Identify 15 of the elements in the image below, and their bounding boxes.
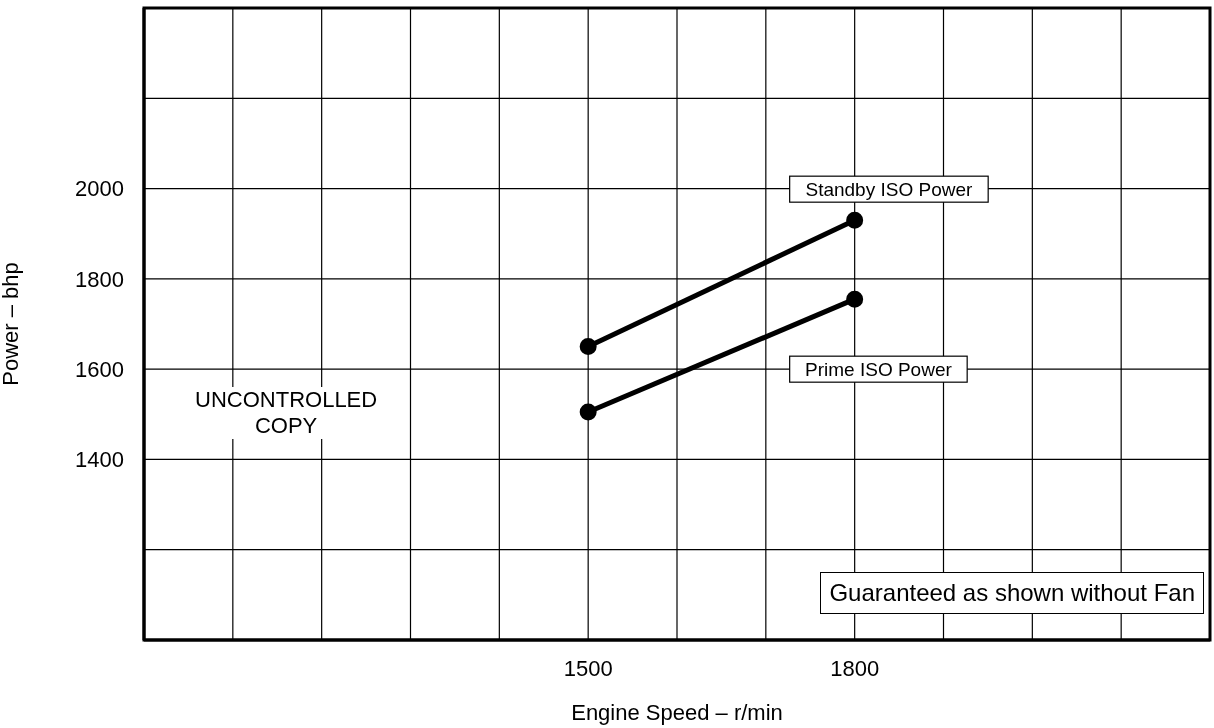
x-tick-label: 1500	[563, 655, 613, 681]
point	[579, 403, 597, 421]
y-tick-label: 1400	[75, 447, 124, 473]
annotation: UNCONTROLLED COPY	[193, 387, 380, 440]
annotation: Guaranteed as shown without Fan	[820, 572, 1204, 615]
y-tick-label: 2000	[75, 176, 124, 202]
series-label: Prime ISO Power	[805, 358, 953, 380]
y-tick-label: 1800	[75, 266, 124, 292]
y-axis-title: Power – bhp	[0, 262, 23, 386]
point	[579, 338, 597, 356]
text: Standby ISO Power	[805, 178, 974, 200]
x-axis-title: Engine Speed – r/min	[571, 700, 783, 725]
y-tick-label: 1600	[75, 356, 124, 382]
point	[846, 211, 864, 229]
point	[846, 290, 864, 308]
